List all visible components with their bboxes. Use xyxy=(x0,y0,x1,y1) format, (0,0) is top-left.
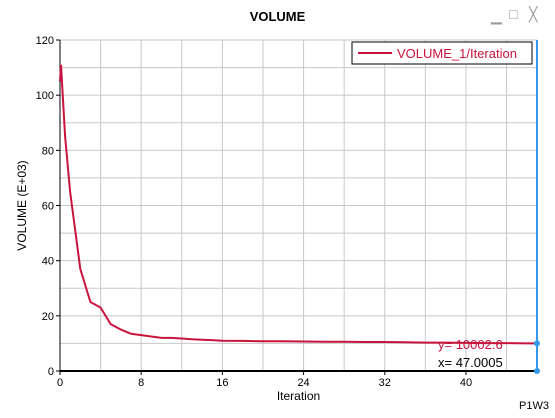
y-tick-label: 0 xyxy=(48,366,54,378)
close-icon[interactable]: ╳ xyxy=(529,6,538,22)
cursor-readout-x: x= 47.0005 xyxy=(438,355,503,370)
cursor-handle-bottom xyxy=(534,368,540,374)
x-tick-label: 40 xyxy=(460,377,472,389)
y-tick-label: 60 xyxy=(42,201,54,213)
x-tick-label: 0 xyxy=(57,377,63,389)
x-tick-label: 32 xyxy=(379,377,391,389)
minimize-icon[interactable]: ▁ xyxy=(491,8,502,24)
y-tick-label: 80 xyxy=(42,145,54,157)
y-tick-label: 20 xyxy=(42,311,54,323)
grid-lines xyxy=(59,39,537,372)
series-line xyxy=(59,64,537,345)
x-tick-label: 8 xyxy=(138,377,144,389)
legend[interactable]: VOLUME_1/Iteration xyxy=(351,41,533,65)
x-tick-label: 16 xyxy=(216,377,228,389)
y-tick-label: 40 xyxy=(42,256,54,268)
axes xyxy=(56,39,537,375)
tick-labels: 0 20 40 60 80 100 120 0 8 16 24 32 40 xyxy=(36,35,472,389)
cursor-readout-y: y= 10002.6 xyxy=(438,337,503,352)
x-tick-label: 24 xyxy=(297,377,309,389)
chart-title: VOLUME xyxy=(249,9,306,24)
maximize-icon[interactable]: □ xyxy=(509,6,518,22)
cursor-handle-top xyxy=(534,340,540,347)
x-axis-label: Iteration xyxy=(277,389,320,403)
page-id-label: P1W3 xyxy=(519,400,549,412)
y-axis-label: VOLUME (E+03) xyxy=(15,160,29,250)
y-tick-label: 120 xyxy=(36,35,54,47)
y-tick-label: 100 xyxy=(36,90,54,102)
legend-entry-label: VOLUME_1/Iteration xyxy=(397,46,517,61)
